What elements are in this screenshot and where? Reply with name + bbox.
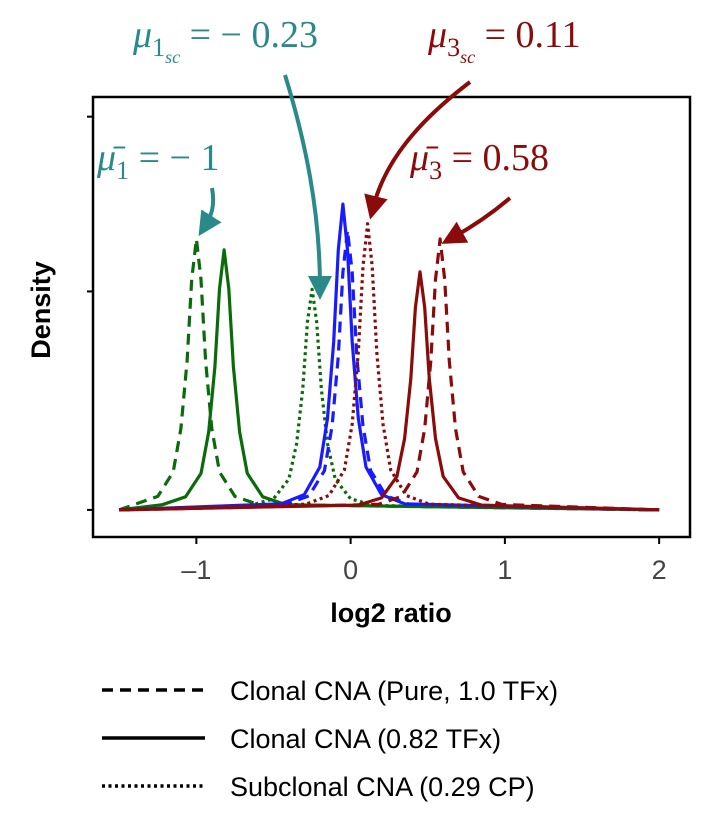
- arrow: [364, 80, 472, 220]
- annotation-text: = − 1: [129, 137, 219, 179]
- density-curve: [119, 202, 660, 512]
- arrow: [198, 187, 222, 237]
- x-tick-label: 0: [343, 555, 358, 585]
- annotation: μ̄3 = 0.58: [409, 137, 549, 185]
- annotation-subsubscript: sc: [165, 47, 180, 67]
- annotation-subscript: 3: [429, 156, 442, 185]
- x-tick-label: 2: [652, 555, 667, 585]
- annotation-symbol: μ: [132, 14, 152, 56]
- x-tick-label: 1: [497, 555, 512, 585]
- annotation: μ3sc = 0.11: [427, 14, 581, 67]
- density-curve: [119, 228, 660, 512]
- y-axis-label: Density: [26, 261, 56, 359]
- annotation-text: = − 0.23: [180, 14, 318, 56]
- density-curve: [119, 248, 660, 512]
- arrow: [441, 196, 512, 244]
- annotation: μ̄1 = − 1: [96, 137, 219, 185]
- x-tick-label: –1: [181, 555, 211, 585]
- x-axis-label: log2 ratio: [330, 598, 452, 628]
- density-curve: [119, 287, 660, 512]
- annotation: μ1sc = − 0.23: [132, 14, 318, 67]
- annotation-subscript: 1: [116, 156, 129, 185]
- annotation-symbol: μ: [427, 14, 447, 56]
- density-curve: [119, 237, 660, 512]
- legend-label: Clonal CNA (0.82 TFx): [230, 724, 501, 754]
- density-curve: [119, 222, 660, 512]
- annotation-subscript: 1: [152, 33, 165, 62]
- legend-label: Clonal CNA (Pure, 1.0 TFx): [230, 676, 558, 706]
- annotation-text: = 0.58: [442, 137, 549, 179]
- density-curve: [119, 270, 660, 512]
- annotation-text: = 0.11: [475, 14, 581, 56]
- annotation-subscript: 3: [447, 33, 460, 62]
- plot-frame: [91, 95, 692, 539]
- annotation-subsubscript: sc: [460, 47, 475, 67]
- legend-label: Subclonal CNA (0.29 CP): [230, 772, 535, 802]
- arrow: [283, 74, 332, 300]
